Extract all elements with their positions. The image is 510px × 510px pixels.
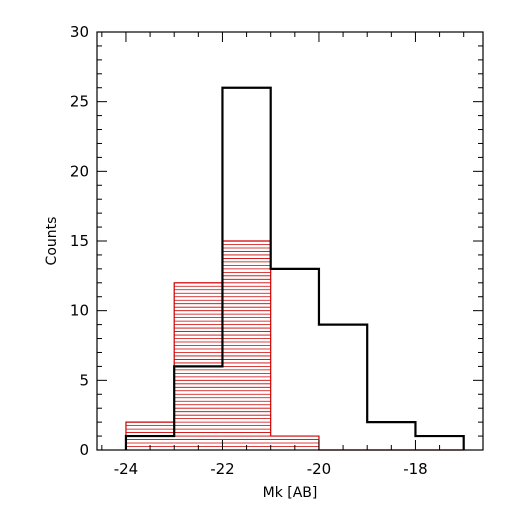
x-tick-label: -24 [114,460,139,478]
x-tick-label: -20 [307,460,332,478]
y-axis-label: Counts [44,217,60,266]
y-tick-label: 5 [79,371,89,389]
x-axis-label: Mk [AB] [263,485,318,501]
plot-frame [96,31,484,451]
y-tick-label: 25 [70,93,89,111]
y-tick-label: 15 [70,232,89,250]
y-tick-label: 20 [70,162,89,180]
y-tick-label: 30 [70,23,89,41]
y-tick-label: 0 [79,441,89,459]
x-tick-label: -18 [403,460,428,478]
x-tick-label: -22 [210,460,235,478]
axis-ticks [97,31,483,451]
y-tick-label: 10 [70,302,89,320]
black-histogram-outline [124,86,465,450]
tick-labels: -24 -22 -20 -18 0 5 10 15 20 25 30 [70,23,428,478]
black-histogram-step [124,86,465,450]
